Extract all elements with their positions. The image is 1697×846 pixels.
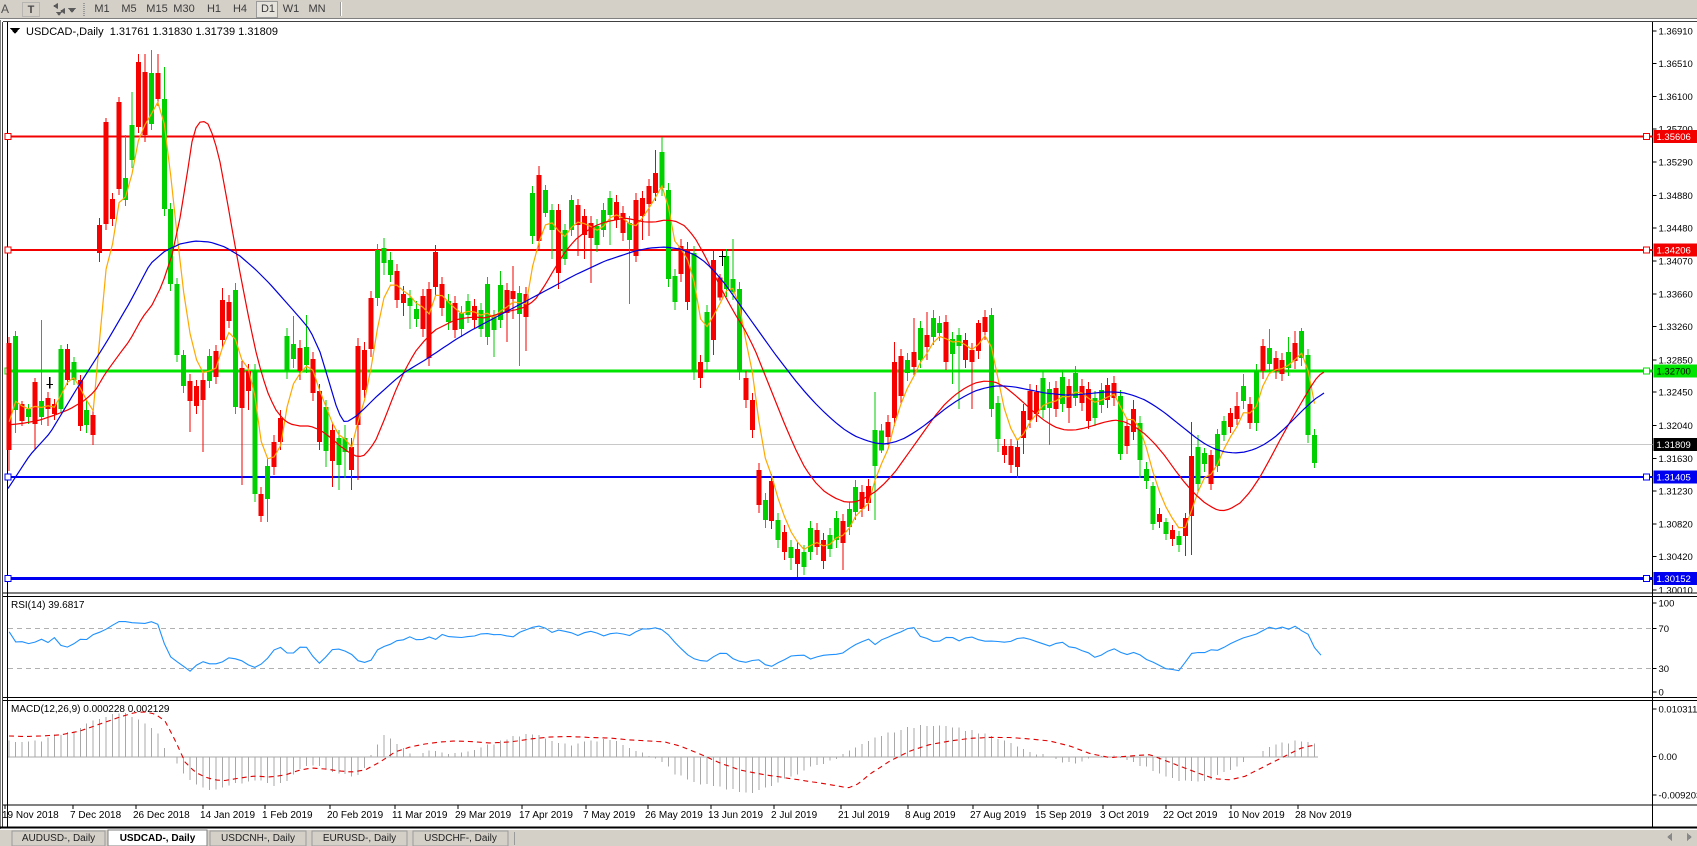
svg-text:30: 30	[1659, 664, 1670, 675]
svg-text:1.36100: 1.36100	[1659, 92, 1693, 103]
svg-text:7 Dec 2018: 7 Dec 2018	[70, 810, 122, 821]
svg-text:0.00: 0.00	[1659, 752, 1678, 763]
svg-text:11 Mar 2019: 11 Mar 2019	[392, 810, 448, 821]
svg-text:10 Nov 2019: 10 Nov 2019	[1228, 810, 1285, 821]
svg-text:100: 100	[1659, 599, 1675, 610]
svg-text:20 Feb 2019: 20 Feb 2019	[327, 810, 384, 821]
svg-text:MN: MN	[308, 3, 325, 15]
svg-text:USDCHF-, Daily: USDCHF-, Daily	[424, 833, 497, 844]
svg-text:26 May 2019: 26 May 2019	[645, 810, 703, 821]
svg-text:1.31630: 1.31630	[1659, 454, 1693, 465]
svg-text:7 May 2019: 7 May 2019	[583, 810, 636, 821]
svg-text:14 Jan 2019: 14 Jan 2019	[200, 810, 255, 821]
svg-text:1.30010: 1.30010	[1659, 585, 1693, 596]
svg-text:1.34880: 1.34880	[1659, 191, 1693, 202]
svg-text:70: 70	[1659, 624, 1670, 635]
svg-text:H1: H1	[207, 3, 221, 15]
svg-text:AUDUSD-, Daily: AUDUSD-, Daily	[22, 833, 95, 844]
svg-text:28 Nov 2019: 28 Nov 2019	[1295, 810, 1352, 821]
svg-text:D1: D1	[261, 3, 275, 15]
svg-text:1.34206: 1.34206	[1657, 246, 1691, 257]
svg-text:0.010311: 0.010311	[1659, 705, 1697, 716]
svg-text:1.30152: 1.30152	[1657, 574, 1691, 585]
svg-text:1.31405: 1.31405	[1657, 473, 1691, 484]
svg-text:1.33660: 1.33660	[1659, 290, 1693, 301]
svg-text:27 Aug 2019: 27 Aug 2019	[970, 810, 1027, 821]
svg-text:8 Aug 2019: 8 Aug 2019	[905, 810, 956, 821]
svg-text:3 Oct 2019: 3 Oct 2019	[1100, 810, 1149, 821]
svg-text:17 Apr 2019: 17 Apr 2019	[519, 810, 573, 821]
svg-text:2 Jul 2019: 2 Jul 2019	[771, 810, 818, 821]
svg-text:MACD(12,26,9) 0.000228 0.00212: MACD(12,26,9) 0.000228 0.002129	[11, 704, 170, 715]
svg-text:1.36510: 1.36510	[1659, 59, 1693, 70]
svg-text:1.35290: 1.35290	[1659, 158, 1693, 169]
svg-text:1.34070: 1.34070	[1659, 257, 1693, 268]
svg-text:26 Dec 2018: 26 Dec 2018	[133, 810, 190, 821]
svg-text:1.30820: 1.30820	[1659, 520, 1693, 531]
svg-text:USDCAD-, Daily: USDCAD-, Daily	[120, 833, 196, 844]
svg-text:M30: M30	[173, 3, 194, 15]
svg-text:1 Feb 2019: 1 Feb 2019	[262, 810, 313, 821]
svg-text:29 Mar 2019: 29 Mar 2019	[455, 810, 512, 821]
svg-text:-0.009203: -0.009203	[1659, 791, 1697, 802]
svg-text:15 Sep 2019: 15 Sep 2019	[1035, 810, 1092, 821]
svg-text:1.31809: 1.31809	[1657, 440, 1691, 451]
svg-text:M1: M1	[94, 3, 109, 15]
svg-text:1.32450: 1.32450	[1659, 388, 1693, 399]
svg-text:1.32850: 1.32850	[1659, 355, 1693, 366]
svg-text:A: A	[1, 2, 9, 16]
svg-text:13 Jun 2019: 13 Jun 2019	[708, 810, 763, 821]
svg-text:T: T	[28, 4, 35, 16]
svg-text:USDCAD-,Daily 1.31761 1.31830: USDCAD-,Daily 1.31761 1.31830 1.31739 1.…	[26, 26, 278, 38]
svg-text:1.36910: 1.36910	[1659, 27, 1693, 38]
svg-text:1.33260: 1.33260	[1659, 322, 1693, 333]
svg-text:RSI(14) 39.6817: RSI(14) 39.6817	[11, 600, 85, 611]
svg-text:1.31230: 1.31230	[1659, 487, 1693, 498]
svg-text:1.32040: 1.32040	[1659, 421, 1693, 432]
svg-text:1.35606: 1.35606	[1657, 132, 1691, 143]
svg-text:H4: H4	[233, 3, 247, 15]
svg-text:USDCNH-, Daily: USDCNH-, Daily	[221, 833, 295, 844]
svg-text:1.30420: 1.30420	[1659, 552, 1693, 563]
svg-text:1.32700: 1.32700	[1657, 367, 1691, 378]
svg-text:0: 0	[1659, 688, 1664, 699]
svg-text:M5: M5	[121, 3, 136, 15]
svg-text:1.34480: 1.34480	[1659, 223, 1693, 234]
svg-text:EURUSD-, Daily: EURUSD-, Daily	[323, 833, 396, 844]
svg-text:19 Nov 2018: 19 Nov 2018	[2, 810, 59, 821]
svg-text:W1: W1	[283, 3, 300, 15]
svg-text:M15: M15	[146, 3, 167, 15]
svg-text:22 Oct 2019: 22 Oct 2019	[1163, 810, 1218, 821]
svg-text:21 Jul 2019: 21 Jul 2019	[838, 810, 890, 821]
